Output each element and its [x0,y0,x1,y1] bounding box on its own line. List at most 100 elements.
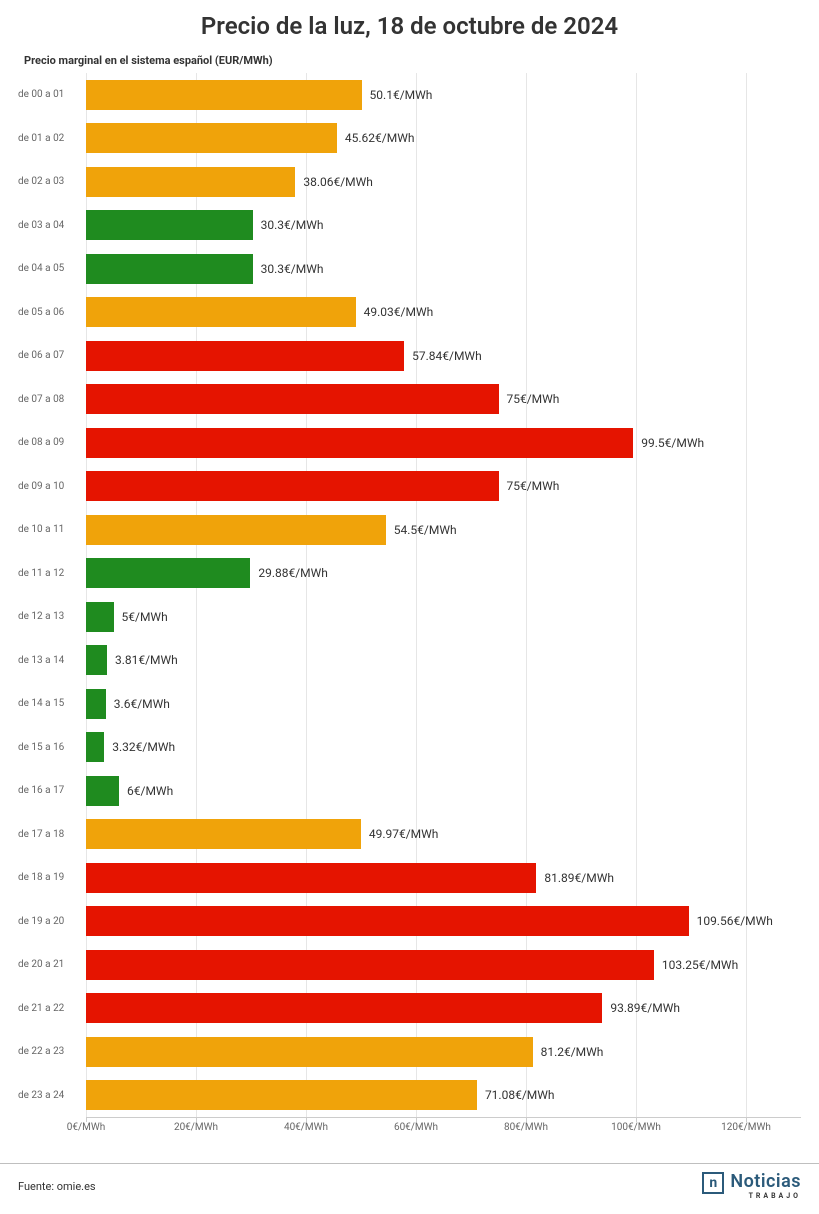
value-label: 38.06€/MWh [303,175,373,189]
source-text: Fuente: omie.es [18,1180,96,1193]
value-label: 57.84€/MWh [412,349,482,363]
chart-row: de 13 a 14 3.81€/MWh [18,639,801,683]
chart-row: de 19 a 20109.56€/MWh [18,900,801,944]
bar [86,732,104,762]
chart-row: de 16 a 176€/MWh [18,769,801,813]
chart-row: de 15 a 16 3.32€/MWh [18,726,801,770]
bar-area: 75€/MWh [86,378,801,422]
chart-row: de 12 a 135€/MWh [18,595,801,639]
value-label: 93.89€/MWh [610,1001,680,1015]
bar [86,254,253,284]
chart-row: de 17 a 1849.97€/MWh [18,813,801,857]
bar-area: 6€/MWh [86,769,801,813]
bar-area: 3.81€/MWh [86,639,801,683]
value-label: 75€/MWh [507,392,560,406]
bar-area: 57.84€/MWh [86,334,801,378]
chart-row: de 11 a 1229.88€/MWh [18,552,801,596]
bar-area: 30.3€/MWh [86,247,801,291]
y-axis-label: de 13 a 14 [18,655,86,666]
brand-logo-main: Noticias [730,1173,801,1191]
y-axis-label: de 15 a 16 [18,742,86,753]
chart-row: de 05 a 06 49.03€/MWh [18,291,801,335]
chart-row: de 06 a 07 57.84€/MWh [18,334,801,378]
bar [86,341,404,371]
bar-area: 81.2€/MWh [86,1030,801,1074]
chart-row: de 00 a 0150.1€/MWh [18,73,801,117]
y-axis-label: de 03 a 04 [18,220,86,231]
bar [86,80,362,110]
y-axis-label: de 05 a 06 [18,307,86,318]
y-axis-label: de 18 a 19 [18,872,86,883]
x-axis: 0€/MWh20€/MWh40€/MWh60€/MWh80€/MWh100€/M… [18,1117,801,1147]
x-axis-tick: 60€/MWh [394,1122,438,1133]
bar-area: 49.97€/MWh [86,813,801,857]
value-label: 45.62€/MWh [345,131,415,145]
value-label: 75€/MWh [507,479,560,493]
bar [86,428,633,458]
value-label: 49.03€/MWh [364,305,434,319]
chart-body: de 00 a 0150.1€/MWhde 01 a 0245.62€/MWhd… [18,73,801,1147]
bar [86,384,499,414]
bar-area: 3.32€/MWh [86,726,801,770]
bar-area: 99.5€/MWh [86,421,801,465]
x-axis-tick: 40€/MWh [284,1122,328,1133]
value-label: 30.3€/MWh [261,218,324,232]
y-axis-label: de 16 a 17 [18,785,86,796]
chart-subtitle: Precio marginal en el sistema español (E… [18,54,801,67]
bar [86,906,689,936]
y-axis-label: de 20 a 21 [18,959,86,970]
value-label: 3.81€/MWh [115,653,178,667]
value-label: 81.89€/MWh [544,871,614,885]
chart-row: de 22 a 2381.2€/MWh [18,1030,801,1074]
value-label: 99.5€/MWh [641,436,704,450]
bar [86,297,356,327]
bar [86,645,107,675]
chart-row: de 01 a 0245.62€/MWh [18,117,801,161]
bar-area: 75€/MWh [86,465,801,509]
value-label: 29.88€/MWh [258,566,328,580]
chart-row: de 23 a 2471.08€/MWh [18,1074,801,1118]
y-axis-label: de 23 a 24 [18,1090,86,1101]
bar [86,819,361,849]
bar-area: 103.25€/MWh [86,943,801,987]
value-label: 3.6€/MWh [114,697,170,711]
y-axis-label: de 06 a 07 [18,350,86,361]
bar [86,123,337,153]
chart-row: de 18 a 19 81.89€/MWh [18,856,801,900]
chart-row: de 02 a 0338.06€/MWh [18,160,801,204]
footer: Fuente: omie.es n Noticias TRABAJO [0,1164,819,1214]
value-label: 54.5€/MWh [394,523,457,537]
x-axis-tick: 120€/MWh [721,1122,771,1133]
bar-area: 29.88€/MWh [86,552,801,596]
chart-row: de 20 a 21 103.25€/MWh [18,943,801,987]
chart-row: de 03 a 04 30.3€/MWh [18,204,801,248]
bar [86,167,295,197]
bar-area: 49.03€/MWh [86,291,801,335]
x-axis-tick: 20€/MWh [174,1122,218,1133]
bar-area: 50.1€/MWh [86,73,801,117]
value-label: 103.25€/MWh [662,958,738,972]
bar [86,1080,477,1110]
chart-container: Precio de la luz, 18 de octubre de 2024 … [0,0,819,1157]
bar-area: 54.5€/MWh [86,508,801,552]
x-axis-tick: 80€/MWh [504,1122,548,1133]
brand-logo: n Noticias TRABAJO [702,1172,801,1200]
value-label: 81.2€/MWh [541,1045,604,1059]
bar-area: 109.56€/MWh [86,900,801,944]
chart-rows: de 00 a 0150.1€/MWhde 01 a 0245.62€/MWhd… [18,73,801,1117]
y-axis-label: de 07 a 08 [18,394,86,405]
value-label: 109.56€/MWh [697,914,773,928]
y-axis-label: de 21 a 22 [18,1003,86,1014]
value-label: 5€/MWh [122,610,168,624]
bar-area: 5€/MWh [86,595,801,639]
bar-area: 93.89€/MWh [86,987,801,1031]
brand-logo-icon: n [702,1172,724,1194]
value-label: 3.32€/MWh [112,740,175,754]
chart-row: de 08 a 0999.5€/MWh [18,421,801,465]
bar [86,602,114,632]
bar [86,993,602,1023]
x-axis-tick: 0€/MWh [67,1122,105,1133]
y-axis-label: de 04 a 05 [18,263,86,274]
chart-row: de 07 a 08 75€/MWh [18,378,801,422]
chart-title: Precio de la luz, 18 de octubre de 2024 [18,12,801,40]
